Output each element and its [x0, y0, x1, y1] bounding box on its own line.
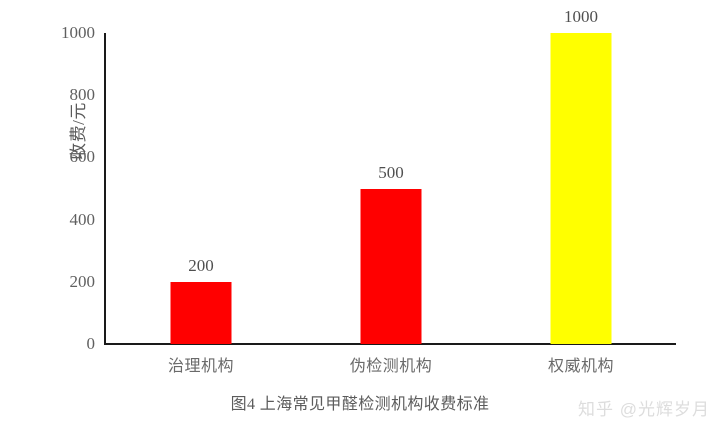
x-axis-tick-labels: 治理机构 伪检测机构 权威机构	[106, 352, 676, 382]
bar-group: 1000	[486, 7, 676, 344]
watermark-text: 知乎 @光辉岁月	[578, 400, 710, 419]
x-tick-label: 治理机构	[167, 358, 235, 375]
y-tick-label: 800	[69, 85, 96, 105]
y-axis-line	[104, 33, 106, 345]
bar-group: 500	[296, 33, 486, 344]
y-tick-label: 1000	[61, 23, 95, 42]
y-tick-label: 600	[69, 147, 96, 167]
bar[interactable]	[170, 281, 232, 344]
x-tick-label: 伪检测机构	[349, 358, 433, 375]
x-tick-label: 权威机构	[547, 358, 615, 375]
figure-caption: 图4 上海常见甲醛检测机构收费标准	[230, 396, 490, 413]
plot-area: 200 500 1000	[106, 7, 676, 344]
bar[interactable]	[360, 188, 422, 344]
bar-group: 200	[106, 33, 296, 344]
x-axis-line	[104, 343, 676, 345]
bar-value-label: 1000	[564, 7, 598, 26]
y-tick-label: 0	[86, 334, 96, 353]
y-tick-label: 400	[69, 209, 96, 229]
bar-value-label: 500	[378, 162, 404, 182]
y-axis-tick-labels: 0 200 400 600 800 1000	[0, 0, 104, 433]
bar[interactable]	[550, 33, 612, 344]
bar-value-label: 200	[188, 255, 214, 275]
y-tick-label: 200	[69, 271, 96, 291]
